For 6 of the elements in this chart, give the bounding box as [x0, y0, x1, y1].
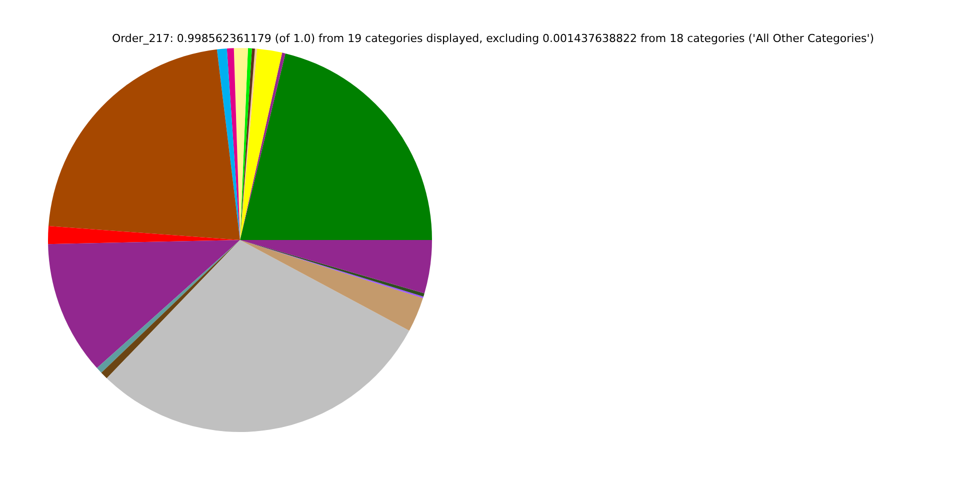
pie-slice [106, 240, 410, 432]
pie-slice [48, 49, 240, 240]
text: Order_217: 0.998562361179 (of 1.0) from 19 categories displayed, excluding 0.001437638822 from 18 categories ('All Other Categories') [112, 32, 874, 45]
pie-slice [240, 53, 432, 240]
pie-slice [240, 240, 423, 331]
pie-slice [216, 48, 240, 240]
